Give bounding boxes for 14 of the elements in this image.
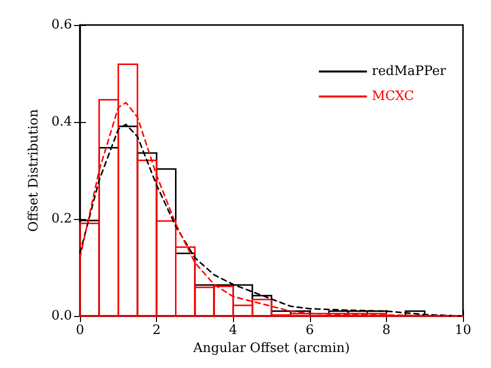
y-tick-label: 0.0 bbox=[51, 308, 72, 324]
y-tick-label: 0.2 bbox=[51, 212, 72, 226]
x-tick-label: 0 bbox=[76, 323, 84, 338]
x-tick-label: 10 bbox=[454, 323, 472, 338]
x-tick-label: 4 bbox=[229, 323, 238, 338]
y-tick-label: 0.4 bbox=[51, 114, 72, 130]
x-tick-label: 6 bbox=[306, 323, 314, 338]
x-axis-title: Angular Offset (arcmin) bbox=[192, 340, 350, 356]
y-tick-label: 0.6 bbox=[51, 18, 72, 32]
legend-label: redMaPPer bbox=[372, 64, 447, 79]
legend-label: MCXC bbox=[372, 89, 414, 104]
x-tick-label: 8 bbox=[382, 323, 391, 338]
x-tick-label: 2 bbox=[152, 323, 161, 338]
y-axis-title: Offset Distribution bbox=[26, 108, 42, 232]
